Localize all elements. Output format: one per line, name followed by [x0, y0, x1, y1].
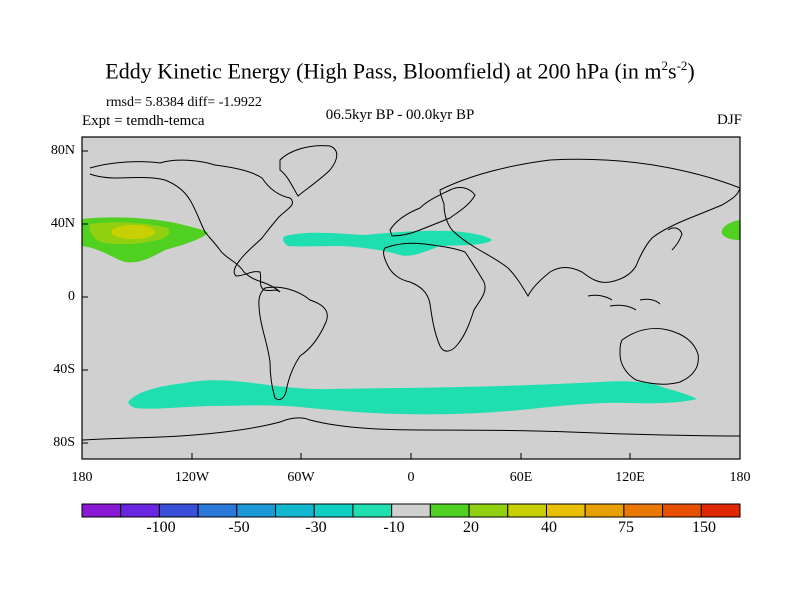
colorbar-swatch	[700, 503, 741, 518]
colorbar	[81, 503, 741, 518]
season-label: DJF	[716, 112, 742, 128]
colorbar-swatch	[507, 503, 547, 518]
period-label: 06.5kyr BP - 00.0kyr BP	[325, 107, 475, 123]
colorbar-swatch	[120, 503, 160, 518]
positive-anomaly-east-edge	[721, 220, 740, 240]
colorbar-label: -50	[228, 519, 250, 536]
lon-label-0: 0	[407, 470, 415, 485]
chart-title: Eddy Kinetic Energy (High Pass, Bloomfie…	[105, 58, 695, 84]
colorbar-swatch	[81, 503, 122, 518]
coastlines	[81, 145, 741, 441]
colorbar-swatch	[158, 503, 199, 518]
lat-label-80s: 80S	[53, 435, 75, 450]
colorbar-swatch	[429, 503, 470, 518]
colorbar-label: 75	[618, 519, 634, 536]
colorbar-swatch	[468, 503, 509, 518]
lon-label-60w: 60W	[287, 470, 315, 485]
colorbar-label: -10	[383, 519, 405, 536]
colorbar-swatch	[662, 503, 702, 518]
lat-label-0: 0	[68, 289, 75, 304]
lat-label-40n: 40N	[50, 216, 75, 231]
colorbar-swatch	[313, 503, 354, 518]
negative-anomaly-atlantic	[283, 230, 492, 256]
positive-anomaly-pacific-peak	[111, 225, 155, 239]
colorbar-label: -100	[146, 519, 176, 536]
colorbar-label: -30	[305, 519, 327, 536]
experiment-label: Expt = temdh-temca	[82, 113, 205, 129]
colorbar-label: 40	[541, 519, 557, 536]
lat-label-40s: 40S	[53, 362, 75, 377]
colorbar-swatch	[623, 503, 664, 518]
axis-ticks	[81, 150, 741, 459]
lat-label-80n: 80N	[50, 143, 75, 158]
colorbar-label: 150	[692, 519, 716, 536]
colorbar-swatch	[275, 503, 315, 518]
colorbar-label: 20	[463, 519, 479, 536]
lon-label-120e: 120E	[615, 470, 645, 485]
negative-anomaly-southern-ocean	[128, 380, 698, 415]
colorbar-swatch	[391, 503, 431, 518]
colorbar-swatch	[197, 503, 238, 518]
colorbar-swatch	[584, 503, 625, 518]
lon-label-180e: 180	[729, 470, 751, 485]
stats-text: rmsd= 5.8384 diff= -1.9922	[106, 95, 262, 110]
colorbar-swatch	[236, 503, 277, 518]
lon-label-120w: 120W	[174, 470, 210, 485]
lon-label-60e: 60E	[509, 470, 533, 485]
lon-label-180w: 180	[71, 470, 93, 485]
colorbar-swatch	[352, 503, 393, 518]
colorbar-swatch	[545, 503, 586, 518]
